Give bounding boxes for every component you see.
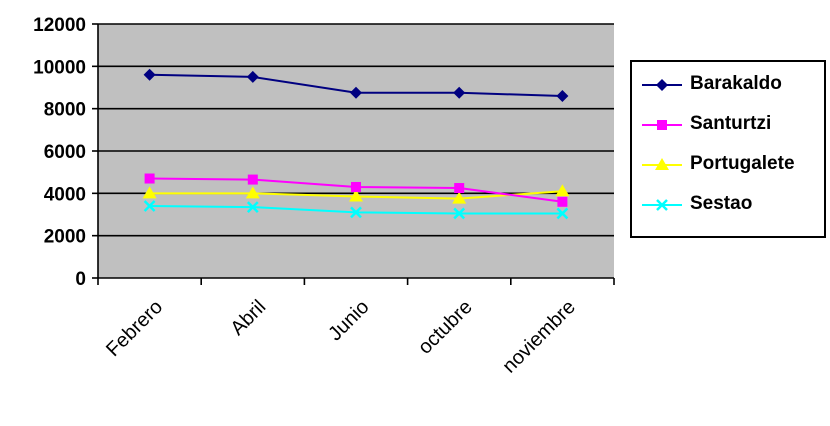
legend-swatch [642,120,682,130]
x-tick-label: noviembre [498,296,580,378]
series-sestao [143,200,569,220]
y-tick-label: 8000 [44,100,86,121]
data-point [143,68,156,81]
data-point [452,191,467,204]
legend-swatch [642,199,682,211]
data-point [142,186,157,199]
y-axis: 0 2000 4000 6000 8000 10000 12000 [33,15,99,290]
data-point [350,86,362,99]
legend-marker [657,120,667,130]
data-point [453,86,466,99]
legend-swatch [642,79,682,91]
legend-item: Sestao [632,190,824,220]
legend-marker [655,158,669,170]
data-point [349,189,363,202]
legend-marker [656,199,668,211]
y-tick-label: 2000 [44,227,86,248]
data-point [453,207,466,220]
series-group [142,68,570,220]
legend-item: Portugalete [632,150,824,180]
x-axis: Febrero Abril Junio octubre noviembre [97,277,615,378]
legend-item: Santurtzi [632,110,824,140]
series-portugalete [142,184,570,204]
y-tick-label: 12000 [33,15,86,36]
legend-label: Barakaldo [690,73,782,94]
data-point [245,186,260,199]
series-barakaldo [143,68,569,102]
data-point [246,201,259,213]
legend-marker [656,79,668,91]
data-point [246,70,259,83]
legend: Barakaldo Santurtzi Portugalete Sestao [630,60,826,238]
x-tick-label: octubre [414,296,477,359]
data-point [557,196,568,207]
y-tick-label: 6000 [44,142,86,163]
data-point [143,200,156,212]
data-point [556,89,569,102]
data-point [555,184,570,197]
x-tick-label: Junio [324,296,373,345]
data-point [351,181,361,192]
data-point [247,174,258,185]
series-santurtzi [144,173,568,207]
data-point [144,173,155,184]
data-point [556,207,569,220]
data-point [454,183,465,194]
y-tick-label: 0 [75,269,86,290]
legend-label: Santurtzi [690,113,772,134]
y-tick-label: 4000 [44,184,86,205]
x-tick-label: Abril [226,296,270,340]
legend-label: Sestao [690,193,753,214]
legend-item: Barakaldo [632,70,824,100]
y-tick-label: 10000 [33,57,86,78]
legend-swatch [642,158,682,170]
data-point [350,206,362,219]
legend-label: Portugalete [690,153,795,174]
x-tick-label: Febrero [102,296,167,361]
